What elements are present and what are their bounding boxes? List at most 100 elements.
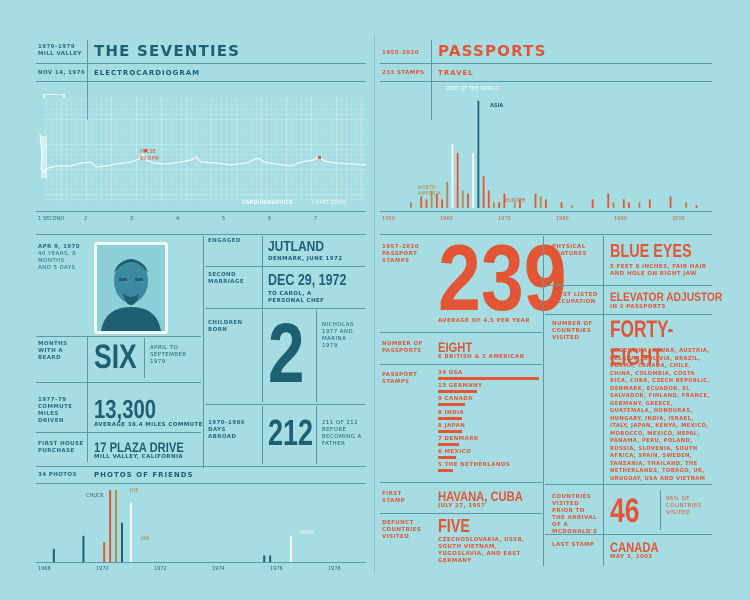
travel-annotation-na: NORTH AMERICA <box>418 185 441 197</box>
house-value: 17 PLAZA DRIVE <box>94 439 184 455</box>
photo-bar <box>103 542 106 562</box>
last-stamp-value: CANADA <box>610 539 659 555</box>
column-divider <box>543 236 544 566</box>
marriage-label: SECOND MARRIAGE <box>208 272 244 285</box>
travel-bar <box>648 199 651 208</box>
travel-bar <box>456 152 459 208</box>
years-label: 1970–1979 <box>38 44 75 50</box>
features-label: PHYSICAL FEATURES <box>552 244 587 257</box>
ecg-trace <box>39 133 367 173</box>
travel-bar <box>420 196 423 208</box>
countries-value: FORTY-EIGHT <box>610 316 674 371</box>
travel-bar <box>638 202 641 208</box>
travel-bar <box>628 202 630 208</box>
countries-list: ARGENTINA, ARUBA, AUSTRIA, BELGIUM, BOLI… <box>610 348 710 482</box>
rule <box>36 81 366 82</box>
engaged-sub: DENMARK, JUNE 1972 <box>268 256 343 262</box>
photo-tick: 1976 <box>270 566 283 572</box>
rule <box>545 314 712 315</box>
beard-range: APRIL TO SEPTEMBER 1979 <box>150 345 187 365</box>
friend-label-chuck: CHUCK <box>86 493 104 499</box>
ecg-tick: 4 <box>176 216 180 222</box>
ecg-tick: 7 <box>314 216 318 222</box>
first-stamp-sub: JULY 27, 1957 <box>438 503 486 509</box>
rule <box>380 211 712 212</box>
rule <box>545 484 712 485</box>
ecg-tick: 3 <box>130 216 134 222</box>
travel-bar <box>513 202 516 208</box>
engaged-label: ENGAGED <box>208 238 241 244</box>
children-label: CHILDREN BORN <box>208 320 243 333</box>
stamp-bar-label: 7 DENMARK <box>438 436 479 442</box>
passports-value: EIGHT <box>438 339 473 355</box>
ecg-chart-no: CHART 20005 <box>312 200 347 206</box>
stamp-bar <box>438 429 462 433</box>
photo-bar <box>289 535 292 562</box>
rule <box>660 490 661 530</box>
travel-bar <box>487 190 490 208</box>
friend-label-joe: JOE <box>130 488 139 494</box>
stamp-bar <box>438 416 462 420</box>
rule <box>87 336 88 462</box>
house-sub: MILL VALLEY, CALIFORNIA <box>94 454 184 460</box>
photo-bar <box>269 555 272 562</box>
pulse-marker <box>318 156 321 159</box>
rule <box>36 211 366 212</box>
travel-bar <box>534 193 537 208</box>
rule <box>144 338 145 378</box>
travel-bar <box>461 190 464 208</box>
travel-bar <box>560 202 563 208</box>
pulse-marker <box>144 149 147 152</box>
travel-tick: 1970 <box>498 216 511 222</box>
occupation-label: MOST LISTED OCCUPATION <box>552 292 598 305</box>
page-title-seventies: THE SEVENTIES <box>94 42 241 60</box>
travel-tick: 2010 <box>672 216 685 222</box>
photos-title: PHOTOS OF FRIENDS <box>94 471 194 479</box>
first-stamp-value: HAVANA, CUBA <box>438 488 523 504</box>
photo-tick: 1968 <box>38 566 51 572</box>
stamp-bar-label: 13 GERMANY <box>438 383 483 390</box>
travel-tick: 1990 <box>614 216 627 222</box>
rule <box>205 266 365 267</box>
rule <box>205 404 365 405</box>
defunct-value: FIVE <box>438 516 471 536</box>
stamps-count-label: 233 STAMPS <box>382 70 425 76</box>
rule <box>380 513 542 514</box>
travel-bar <box>435 193 438 208</box>
travel-bar <box>498 202 501 208</box>
travel-bar <box>539 196 542 208</box>
stamp-bar <box>438 377 540 380</box>
occupation-sub: IN 2 PASSPORTS <box>610 304 666 310</box>
last-stamp-label: LAST STAMP <box>552 542 595 548</box>
passports-sub: 6 BRITISH & 2 AMERICAN <box>438 354 525 360</box>
rule <box>316 310 317 402</box>
ecg-title: ELECTROCARDIOGRAM <box>94 69 201 77</box>
travel-bar <box>695 205 698 208</box>
ecg-bpm: 63 BPM <box>140 156 159 162</box>
rule <box>380 482 542 483</box>
travel-bar <box>607 193 610 208</box>
ecg-brand: CARDIOGRAPHICS <box>242 200 293 206</box>
beard-value: SIX <box>94 338 137 376</box>
travel-bar <box>472 152 475 208</box>
ecg-marker <box>41 136 47 178</box>
mcd-value: 46 <box>610 492 640 530</box>
abroad-value: 212 <box>268 412 314 453</box>
defunct-sub: CZECHOSLOVAKIA, USSR, SOUTH VIETNAM, YUG… <box>438 537 525 564</box>
mcd-sub: 96% OF COUNTRIES VISITED <box>666 496 702 516</box>
place-label: MILL VALLEY <box>38 51 82 57</box>
column-divider <box>203 236 204 468</box>
rule <box>36 483 366 484</box>
stamp-bar <box>438 456 456 460</box>
stamp-bar-label: 8 JAPAN <box>438 422 466 429</box>
travel-bar <box>493 202 495 208</box>
abroad-label: 1970–1986 DAYS ABROAD <box>208 420 245 440</box>
first-stamp-label: FIRST STAMP <box>382 491 406 504</box>
rule <box>545 285 712 286</box>
stamp-bar-label: 6 MEXICO <box>438 449 472 456</box>
photo-bar <box>120 522 123 562</box>
rule <box>262 268 263 308</box>
mcd-label: COUNTRIES VISITED PRIOR TO THE ARRIVAL O… <box>552 494 598 535</box>
ecg-chart <box>39 94 367 202</box>
travel-annotation-asia: ASIA <box>490 103 504 109</box>
